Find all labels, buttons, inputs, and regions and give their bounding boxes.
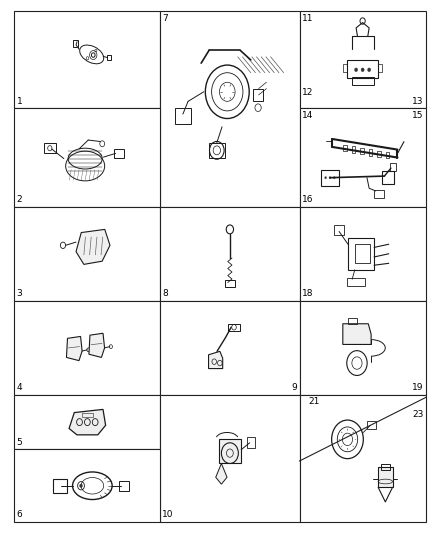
Bar (347, 278, 365, 286)
Bar (300, 11, 426, 109)
Bar (74, 41, 78, 47)
Text: 5: 5 (17, 438, 22, 447)
Bar (390, 164, 396, 171)
Polygon shape (89, 333, 105, 358)
Polygon shape (208, 351, 223, 368)
Text: 23: 23 (412, 410, 424, 418)
Circle shape (367, 68, 371, 71)
Bar (349, 318, 357, 324)
Bar (300, 301, 426, 395)
Bar (14, 449, 160, 522)
Bar (382, 171, 394, 184)
Text: 1: 1 (17, 97, 22, 106)
Text: 14: 14 (302, 111, 313, 120)
Bar (378, 151, 381, 157)
Bar (228, 324, 240, 330)
Text: 15: 15 (412, 111, 424, 120)
Polygon shape (76, 229, 110, 264)
Text: 11: 11 (302, 13, 313, 22)
Bar (253, 88, 263, 101)
Text: 7: 7 (162, 13, 168, 22)
Circle shape (325, 176, 327, 179)
Circle shape (80, 484, 82, 488)
Bar (300, 395, 426, 522)
Bar (374, 190, 385, 198)
Polygon shape (343, 324, 371, 344)
Polygon shape (67, 336, 82, 361)
Bar (14, 11, 160, 109)
Bar (352, 77, 374, 85)
Bar (225, 280, 235, 287)
Text: 16: 16 (302, 195, 313, 204)
Bar (53, 479, 67, 492)
Bar (82, 413, 92, 417)
Bar (247, 437, 255, 448)
Bar (114, 149, 124, 158)
Bar (378, 64, 382, 72)
Bar (367, 421, 376, 429)
Bar (44, 143, 56, 154)
Bar (343, 64, 347, 72)
Bar (348, 238, 374, 270)
Text: 12: 12 (302, 88, 313, 97)
Bar (14, 301, 160, 395)
Bar (219, 439, 241, 464)
Text: 4: 4 (17, 383, 22, 392)
Bar (160, 11, 300, 207)
Text: 8: 8 (162, 289, 168, 298)
Bar (160, 395, 300, 522)
Text: 21: 21 (308, 398, 320, 407)
Bar (355, 244, 371, 263)
Bar (160, 301, 300, 395)
Text: 18: 18 (302, 289, 313, 298)
Bar (209, 143, 225, 158)
Text: 3: 3 (17, 289, 22, 298)
Bar (360, 148, 364, 154)
Bar (343, 145, 347, 151)
Bar (107, 55, 111, 60)
Circle shape (333, 176, 336, 179)
Circle shape (361, 68, 364, 71)
Bar (160, 207, 300, 301)
Bar (300, 109, 426, 207)
Polygon shape (69, 409, 106, 435)
Bar (321, 169, 339, 185)
Text: 19: 19 (412, 383, 424, 392)
Bar (119, 481, 129, 491)
Text: 13: 13 (412, 97, 424, 106)
Text: 10: 10 (162, 511, 174, 520)
Bar (369, 149, 372, 156)
Circle shape (355, 68, 357, 71)
Text: 6: 6 (17, 511, 22, 520)
Bar (334, 225, 344, 235)
Bar (175, 108, 191, 124)
Text: 9: 9 (292, 383, 297, 392)
Bar (378, 467, 392, 487)
Circle shape (329, 176, 331, 179)
Bar (300, 207, 426, 301)
Bar (14, 395, 160, 449)
Bar (352, 147, 356, 153)
Polygon shape (216, 464, 227, 484)
Bar (381, 464, 390, 470)
Bar (386, 152, 389, 158)
Bar (14, 207, 160, 301)
Bar (14, 109, 160, 207)
Bar (347, 60, 378, 78)
Text: 2: 2 (17, 195, 22, 204)
